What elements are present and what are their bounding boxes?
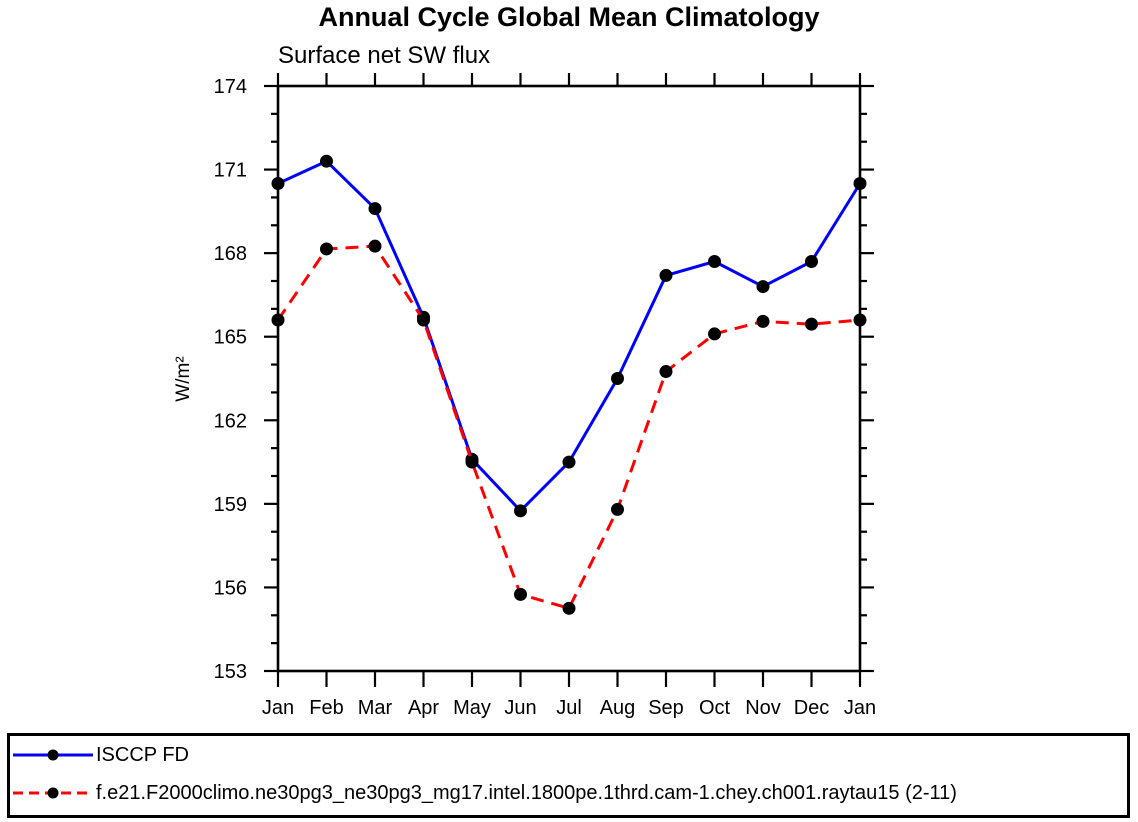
svg-text:Jun: Jun	[504, 697, 536, 719]
svg-text:Jan: Jan	[262, 697, 294, 719]
legend-swatch-solid-line-icon	[13, 749, 93, 761]
y-axis-tick-labels: 153 156 159 162 165 168 171 174	[214, 76, 247, 683]
series-isccp-fd	[271, 154, 867, 518]
legend-item-isccp-fd: ISCCP FD	[12, 740, 189, 770]
svg-text:Jan: Jan	[844, 697, 876, 719]
svg-text:Mar: Mar	[358, 697, 393, 719]
svg-text:Oct: Oct	[699, 697, 731, 719]
legend-box: ISCCP FD f.e21.F2000climo.ne30pg3_ne30pg…	[7, 733, 1130, 818]
svg-text:159: 159	[214, 494, 247, 516]
svg-text:168: 168	[214, 243, 247, 265]
svg-text:Aug: Aug	[600, 697, 636, 719]
chart-subtitle: Surface net SW flux	[278, 42, 491, 69]
svg-text:174: 174	[214, 76, 247, 98]
legend-label-model-run: f.e21.F2000climo.ne30pg3_ne30pg3_mg17.in…	[96, 781, 957, 804]
svg-text:Jul: Jul	[556, 697, 582, 719]
plot-frame	[276, 84, 862, 673]
svg-text:Dec: Dec	[794, 697, 830, 719]
legend-item-model-run: f.e21.F2000climo.ne30pg3_ne30pg3_mg17.in…	[12, 778, 957, 808]
svg-text:Sep: Sep	[648, 697, 684, 719]
legend-label-isccp-fd: ISCCP FD	[96, 743, 189, 766]
legend-swatch-dashed-line-icon	[13, 787, 93, 799]
svg-text:165: 165	[214, 327, 247, 349]
series-model-run	[271, 239, 867, 615]
x-axis-tick-labels: Jan Feb Mar Apr May Jun Jul Aug Sep Oct Nov Dec Jan	[262, 697, 876, 719]
svg-text:Apr: Apr	[408, 697, 439, 719]
x-axis-ticks	[276, 73, 862, 687]
chart-title: Annual Cycle Global Mean Climatology	[318, 2, 820, 32]
svg-text:162: 162	[214, 410, 247, 432]
svg-text:156: 156	[214, 577, 247, 599]
svg-text:153: 153	[214, 661, 247, 683]
svg-text:Nov: Nov	[745, 697, 781, 719]
svg-text:Feb: Feb	[309, 697, 343, 719]
svg-text:171: 171	[214, 160, 247, 182]
y-axis-ticks	[264, 84, 874, 673]
svg-text:May: May	[453, 697, 491, 719]
